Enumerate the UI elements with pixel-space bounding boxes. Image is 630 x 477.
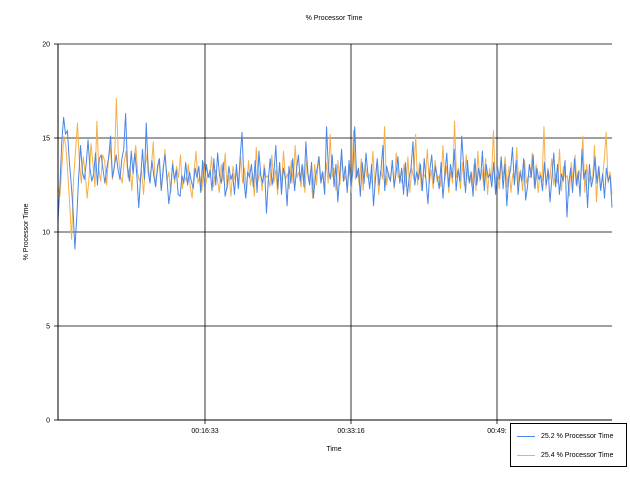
series-line-1 [57, 113, 613, 250]
y-tick-label: 20 [42, 42, 50, 49]
y-tick-label: 0 [46, 418, 50, 425]
y-tick-label: 10 [42, 230, 50, 237]
axes: 0 5 10 15 20 00:16:33 00:33:16 00:49: [42, 42, 612, 435]
grid [58, 43, 612, 421]
y-axis-label: % Processor Time [23, 203, 30, 260]
legend-label-series-1: 25.2 % Processor Time [541, 433, 614, 440]
x-tick-label: 00:16:33 [191, 428, 218, 435]
legend-item-series-1: 25.2 % Processor Time [517, 433, 613, 440]
x-tick-label: 00:33:16 [337, 428, 364, 435]
legend-label-series-2: 25.4 % Processor Time [541, 452, 614, 459]
legend: 25.2 % Processor Time 25.4 % Processor T… [510, 423, 627, 467]
legend-swatch-series-2 [517, 454, 535, 456]
legend-item-series-2: 25.4 % Processor Time [517, 452, 613, 459]
x-tick-label: 00:49: [487, 428, 507, 435]
chart-title: % Processor Time [306, 15, 363, 22]
series-lines [57, 98, 613, 250]
y-tick-label: 15 [42, 136, 50, 143]
legend-swatch-series-1 [517, 435, 535, 437]
x-axis-label: Time [326, 446, 341, 453]
y-tick-label: 5 [46, 324, 50, 331]
